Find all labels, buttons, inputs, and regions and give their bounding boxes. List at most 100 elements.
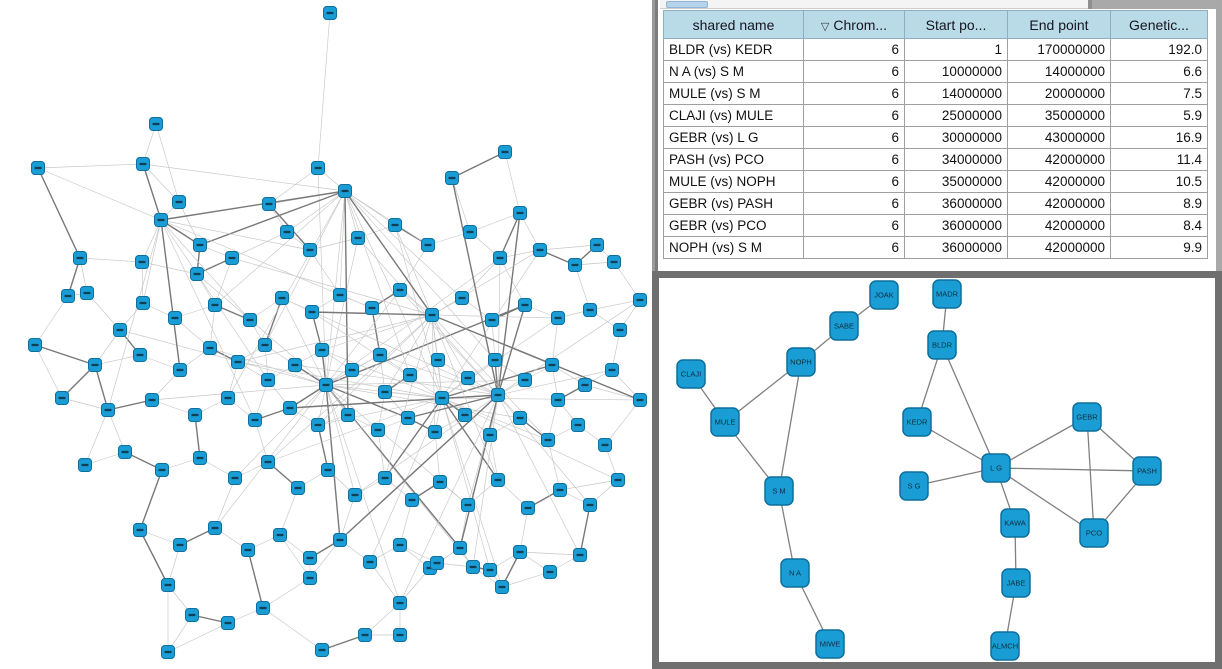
network-node[interactable]: [401, 411, 415, 425]
network-node[interactable]: [461, 498, 475, 512]
network-node[interactable]: [433, 475, 447, 489]
network-node[interactable]: [208, 298, 222, 312]
subnetwork-node-kedr[interactable]: KEDR: [902, 407, 932, 437]
network-node[interactable]: [333, 533, 347, 547]
network-node[interactable]: [291, 481, 305, 495]
network-node[interactable]: [149, 117, 163, 131]
network-node[interactable]: [551, 311, 565, 325]
network-node[interactable]: [88, 358, 102, 372]
network-node[interactable]: [513, 411, 527, 425]
network-node[interactable]: [221, 616, 235, 630]
scrollbar-thumb[interactable]: [666, 1, 708, 8]
table-row[interactable]: MULE (vs) S M 6 14000000 20000000 7.5: [663, 82, 1208, 105]
network-node[interactable]: [31, 161, 45, 175]
table-row[interactable]: MULE (vs) NOPH 6 35000000 42000000 10.5: [663, 170, 1208, 193]
network-node[interactable]: [280, 225, 294, 239]
network-node[interactable]: [495, 580, 509, 594]
network-node[interactable]: [78, 458, 92, 472]
network-node[interactable]: [315, 643, 329, 657]
network-node[interactable]: [428, 425, 442, 439]
subnetwork-node-miwe[interactable]: MIWE: [815, 629, 845, 659]
subnetwork-node-s-g[interactable]: S G: [899, 471, 929, 501]
column-header-start-po-[interactable]: Start po...: [904, 10, 1008, 39]
network-node[interactable]: [371, 423, 385, 437]
network-node[interactable]: [256, 601, 270, 615]
network-node[interactable]: [378, 385, 392, 399]
network-node[interactable]: [193, 238, 207, 252]
table-row[interactable]: N A (vs) S M 6 10000000 14000000 6.6: [663, 60, 1208, 83]
network-node[interactable]: [578, 378, 592, 392]
network-node[interactable]: [221, 391, 235, 405]
network-node[interactable]: [598, 438, 612, 452]
table-row[interactable]: GEBR (vs) L G 6 30000000 43000000 16.9: [663, 126, 1208, 149]
network-node[interactable]: [363, 555, 377, 569]
network-node[interactable]: [333, 288, 347, 302]
network-node[interactable]: [573, 548, 587, 562]
network-overview-canvas[interactable]: [0, 0, 652, 669]
network-node[interactable]: [583, 498, 597, 512]
column-header-shared-name[interactable]: shared name: [663, 10, 804, 39]
network-node[interactable]: [607, 255, 621, 269]
network-node[interactable]: [611, 473, 625, 487]
network-node[interactable]: [461, 371, 475, 385]
network-node[interactable]: [136, 157, 150, 171]
network-node[interactable]: [261, 373, 275, 387]
network-node[interactable]: [258, 338, 272, 352]
network-node[interactable]: [466, 560, 480, 574]
network-node[interactable]: [241, 543, 255, 557]
network-node[interactable]: [345, 363, 359, 377]
network-node[interactable]: [55, 391, 69, 405]
network-node[interactable]: [101, 403, 115, 417]
network-node[interactable]: [145, 393, 159, 407]
network-node[interactable]: [463, 225, 477, 239]
network-node[interactable]: [590, 238, 604, 252]
network-node[interactable]: [388, 218, 402, 232]
network-node[interactable]: [348, 488, 362, 502]
network-node[interactable]: [545, 358, 559, 372]
network-node[interactable]: [583, 303, 597, 317]
subnetwork-node-gebr[interactable]: GEBR: [1072, 402, 1102, 432]
network-node[interactable]: [568, 258, 582, 272]
network-node[interactable]: [188, 408, 202, 422]
network-node[interactable]: [393, 538, 407, 552]
subnetwork-node-s-m[interactable]: S M: [764, 476, 794, 506]
network-node[interactable]: [445, 171, 459, 185]
column-header-chrom-[interactable]: ▽ Chrom...: [803, 10, 905, 39]
network-node[interactable]: [491, 473, 505, 487]
table-row[interactable]: GEBR (vs) PASH 6 36000000 42000000 8.9: [663, 192, 1208, 215]
network-node[interactable]: [154, 213, 168, 227]
network-node[interactable]: [161, 578, 175, 592]
network-node[interactable]: [633, 293, 647, 307]
network-node[interactable]: [323, 6, 337, 20]
network-node[interactable]: [28, 338, 42, 352]
network-node[interactable]: [228, 471, 242, 485]
network-node[interactable]: [173, 363, 187, 377]
network-node[interactable]: [155, 463, 169, 477]
subnetwork-node-n-a[interactable]: N A: [780, 558, 810, 588]
filter-icon[interactable]: ▽: [820, 20, 830, 33]
table-row[interactable]: BLDR (vs) KEDR 6 1 170000000 192.0: [663, 38, 1208, 61]
network-node[interactable]: [283, 401, 297, 415]
network-node[interactable]: [551, 393, 565, 407]
network-node[interactable]: [135, 255, 149, 269]
network-node[interactable]: [190, 267, 204, 281]
network-node[interactable]: [485, 313, 499, 327]
network-node[interactable]: [403, 368, 417, 382]
column-header-genetic-[interactable]: Genetic...: [1110, 10, 1208, 39]
network-node[interactable]: [80, 286, 94, 300]
network-node[interactable]: [315, 343, 329, 357]
network-node[interactable]: [458, 408, 472, 422]
network-node[interactable]: [208, 521, 222, 535]
network-node[interactable]: [243, 313, 257, 327]
network-node[interactable]: [321, 463, 335, 477]
subnetwork-node-mule[interactable]: MULE: [710, 407, 740, 437]
table-row[interactable]: PASH (vs) PCO 6 34000000 42000000 11.4: [663, 148, 1208, 171]
network-node[interactable]: [358, 628, 372, 642]
network-node[interactable]: [288, 358, 302, 372]
network-node[interactable]: [303, 243, 317, 257]
network-node[interactable]: [341, 408, 355, 422]
subnetwork-node-kawa[interactable]: KAWA: [1000, 508, 1030, 538]
subnetwork-node-l-g[interactable]: L G: [981, 453, 1011, 483]
subnetwork-node-jabe[interactable]: JABE: [1001, 568, 1031, 598]
column-header-end-point[interactable]: End point: [1007, 10, 1111, 39]
